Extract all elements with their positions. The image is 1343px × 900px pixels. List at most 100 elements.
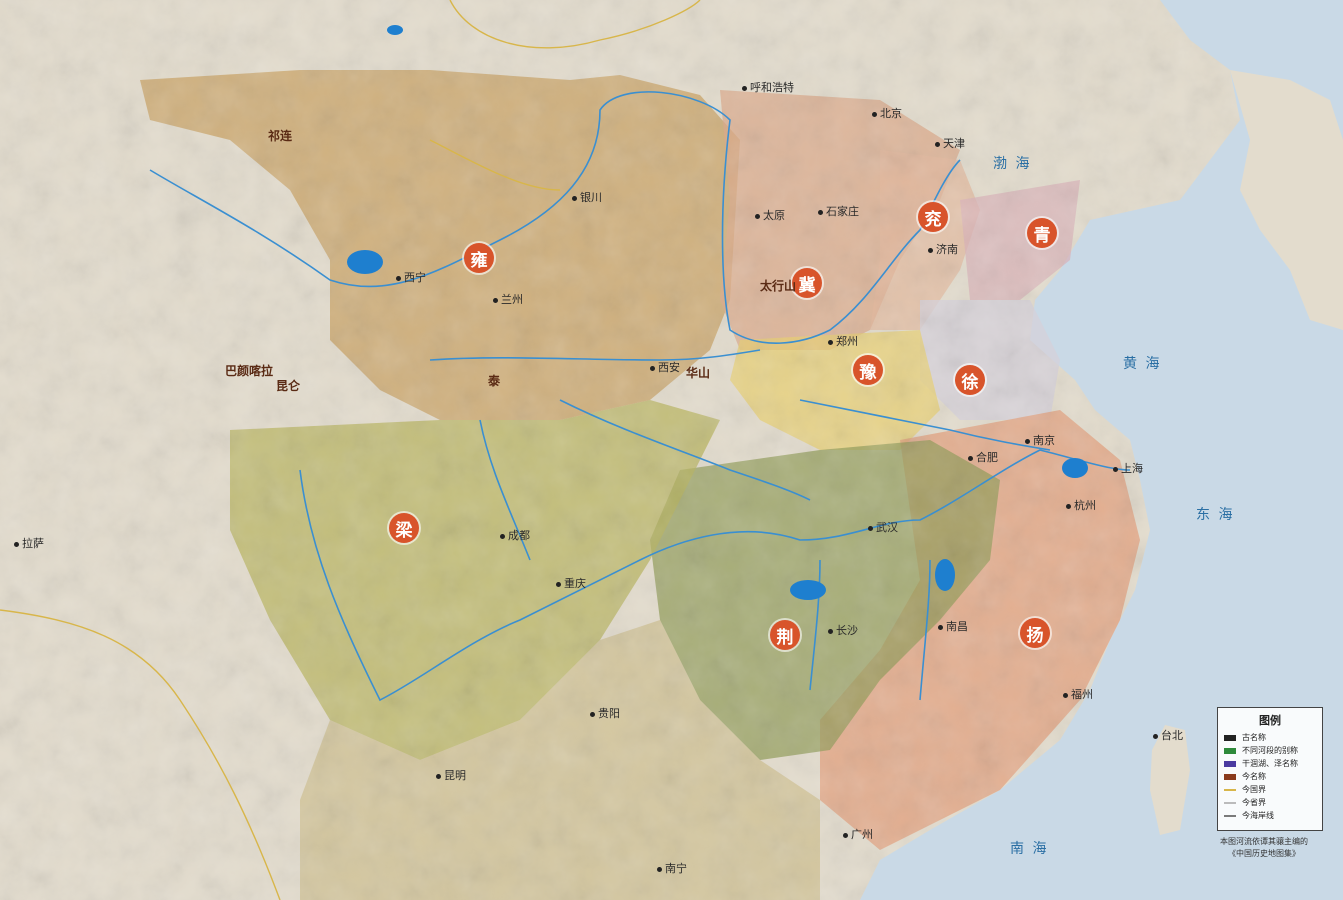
city-marker bbox=[657, 866, 662, 872]
city-label: 天津 bbox=[943, 137, 965, 150]
legend-label: 干涸湖、泽名称 bbox=[1242, 759, 1298, 768]
city-label: 长沙 bbox=[836, 624, 858, 637]
city-chengdu: 成都 bbox=[500, 530, 530, 541]
city-label: 杭州 bbox=[1074, 499, 1096, 512]
city-zhengzhou: 郑州 bbox=[828, 336, 858, 347]
yangtze-river bbox=[299, 449, 1131, 702]
legend-swatch bbox=[1224, 734, 1236, 741]
map-legend: 图例 古名称不同河段的别称 干涸湖、泽名称 今名称今国界今省界今海岸线 bbox=[1217, 707, 1323, 831]
city-label: 上海 bbox=[1121, 462, 1143, 475]
poyang-lake bbox=[935, 559, 955, 591]
legend-item: 干涸湖、泽名称 bbox=[1218, 757, 1322, 770]
city-label: 台北 bbox=[1161, 729, 1183, 742]
legend-item: 今省界 bbox=[1218, 796, 1322, 809]
city-marker bbox=[1063, 692, 1068, 698]
city-marker bbox=[590, 711, 595, 717]
city-label: 武汉 bbox=[876, 521, 898, 534]
korea-land bbox=[1230, 70, 1343, 330]
legend-label: 不同河段的别称 bbox=[1242, 746, 1298, 755]
city-nanchang: 南昌 bbox=[938, 621, 968, 632]
city-marker bbox=[843, 832, 848, 838]
city-label: 呼和浩特 bbox=[750, 81, 794, 94]
legend-title: 图例 bbox=[1259, 714, 1281, 727]
province-ji: 冀 bbox=[792, 268, 822, 298]
city-marker bbox=[968, 455, 973, 461]
city-label: 福州 bbox=[1071, 688, 1093, 701]
legend-swatch bbox=[1224, 760, 1236, 767]
mountain-bayan: 巴颜喀拉 bbox=[225, 364, 274, 378]
city-marker bbox=[1066, 503, 1071, 509]
credit-line-1: 本图河流依谭其骧主编的 bbox=[1220, 837, 1308, 846]
city-guangzhou: 广州 bbox=[843, 829, 873, 840]
province-yan: 兖 bbox=[918, 202, 948, 232]
city-label: 南京 bbox=[1033, 434, 1055, 447]
legend-item: 古名称 bbox=[1218, 731, 1322, 744]
legend-label: 今省界 bbox=[1242, 798, 1266, 807]
city-label: 西安 bbox=[658, 361, 680, 374]
city-label: 北京 bbox=[880, 107, 902, 120]
legend-label: 今名称 bbox=[1242, 772, 1266, 781]
city-nanjing: 南京 bbox=[1025, 435, 1055, 446]
xiang-river bbox=[809, 559, 821, 691]
legend-swatch bbox=[1224, 773, 1236, 780]
province-yang: 扬 bbox=[1020, 618, 1050, 648]
yellow-river bbox=[149, 91, 961, 344]
city-label: 拉萨 bbox=[22, 537, 44, 550]
city-marker bbox=[1153, 733, 1158, 739]
city-hohhot: 呼和浩特 bbox=[742, 82, 794, 93]
city-marker bbox=[650, 365, 655, 371]
sea-bohai: 渤 海 bbox=[993, 156, 1032, 172]
city-shijiazhuang: 石家庄 bbox=[818, 206, 859, 217]
city-marker bbox=[556, 581, 561, 587]
city-hangzhou: 杭州 bbox=[1066, 500, 1096, 511]
legend-item: 今国界 bbox=[1218, 783, 1322, 796]
city-marker bbox=[1025, 438, 1030, 444]
city-marker bbox=[928, 247, 933, 253]
legend-label: 今国界 bbox=[1242, 785, 1266, 794]
city-xining: 西宁 bbox=[396, 272, 426, 283]
legend-item: 今海岸线 bbox=[1218, 809, 1322, 822]
city-label: 西宁 bbox=[404, 271, 426, 284]
city-guiyang: 贵阳 bbox=[590, 708, 620, 719]
city-marker bbox=[742, 85, 747, 91]
legend-item: 今名称 bbox=[1218, 770, 1322, 783]
city-marker bbox=[500, 533, 505, 539]
city-marker bbox=[14, 541, 19, 547]
city-marker bbox=[493, 297, 498, 303]
city-kunming: 昆明 bbox=[436, 770, 466, 781]
northern-lake bbox=[387, 25, 403, 35]
city-tianjin: 天津 bbox=[935, 138, 965, 149]
city-label: 贵阳 bbox=[598, 707, 620, 720]
city-label: 郑州 bbox=[836, 335, 858, 348]
city-yinchuan: 银川 bbox=[572, 192, 602, 203]
city-marker bbox=[755, 213, 760, 219]
city-taibei: 台北 bbox=[1153, 730, 1183, 741]
qinghai-lake bbox=[347, 250, 383, 274]
province-xu: 徐 bbox=[955, 365, 985, 395]
mountain-kunlun: 昆仑 bbox=[276, 379, 301, 393]
city-marker bbox=[938, 624, 943, 630]
city-marker bbox=[868, 525, 873, 531]
city-changsha: 长沙 bbox=[828, 625, 858, 636]
mountain-taishan: 泰 bbox=[488, 374, 501, 388]
national-border bbox=[0, 0, 701, 900]
city-label: 太原 bbox=[763, 209, 785, 222]
city-marker bbox=[436, 773, 441, 779]
city-beijing: 北京 bbox=[872, 108, 902, 119]
city-label: 济南 bbox=[936, 243, 958, 256]
legend-rows: 古名称不同河段的别称 干涸湖、泽名称 今名称今国界今省界今海岸线 bbox=[1218, 731, 1322, 822]
mountain-huashan: 华山 bbox=[686, 366, 711, 380]
map-credit: 本图河流依谭其骧主编的 《中国历史地图集》 bbox=[1199, 836, 1329, 860]
city-label: 重庆 bbox=[564, 577, 586, 590]
province-qing: 青 bbox=[1027, 218, 1057, 248]
province-yu: 豫 bbox=[853, 355, 883, 385]
city-label: 南宁 bbox=[665, 862, 687, 875]
city-label: 兰州 bbox=[501, 293, 523, 306]
huai-river bbox=[799, 399, 1051, 451]
city-marker bbox=[872, 111, 877, 117]
legend-swatch bbox=[1224, 801, 1236, 804]
river-network bbox=[149, 91, 1131, 702]
province-yong: 雍 bbox=[464, 243, 494, 273]
city-marker bbox=[572, 195, 577, 201]
